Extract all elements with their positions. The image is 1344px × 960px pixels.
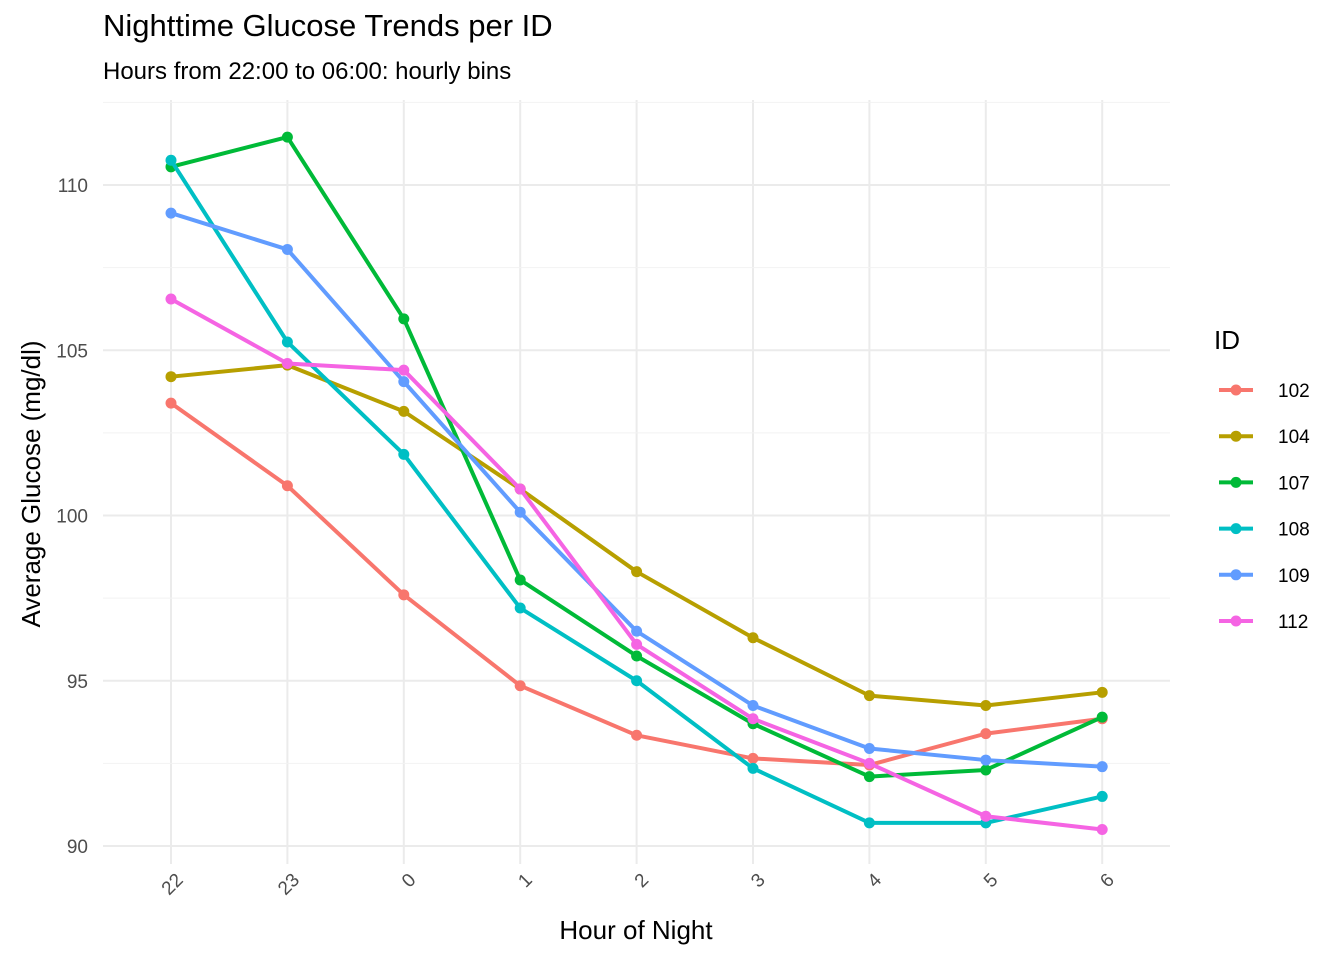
x-axis-title: Hour of Night xyxy=(559,915,713,945)
data-point xyxy=(281,357,293,369)
data-point xyxy=(514,483,526,495)
data-point xyxy=(514,602,526,614)
data-point xyxy=(863,690,875,702)
data-point xyxy=(631,625,643,637)
legend-key-point xyxy=(1230,384,1242,396)
x-tick-label: 4 xyxy=(864,869,887,892)
legend-label: 104 xyxy=(1278,427,1310,448)
series-112 xyxy=(165,293,1108,835)
data-point xyxy=(1096,823,1108,835)
x-tick-label: 5 xyxy=(980,870,1002,892)
legend-label: 108 xyxy=(1278,520,1310,541)
legend-key-point xyxy=(1230,430,1242,442)
x-tick-label: 23 xyxy=(274,870,304,900)
legend-label: 102 xyxy=(1278,381,1310,402)
legend-label: 112 xyxy=(1278,612,1308,633)
x-tick-label: 2 xyxy=(631,870,653,892)
legend-key-point xyxy=(1230,523,1242,535)
x-tick-label: 1 xyxy=(514,870,536,892)
chart-subtitle: Hours from 22:00 to 06:00: hourly bins xyxy=(103,58,512,85)
legend-item: 102 xyxy=(1219,381,1310,402)
data-point xyxy=(980,810,992,822)
data-point xyxy=(747,700,759,712)
legend-key-point xyxy=(1230,476,1242,488)
data-point xyxy=(980,700,992,712)
data-point xyxy=(281,336,293,348)
x-tick-label: 3 xyxy=(747,870,769,892)
data-point xyxy=(863,743,875,755)
data-point xyxy=(398,313,410,325)
x-tick-label: 0 xyxy=(398,870,420,892)
y-axis-ticks: 90 95 100 105 110 xyxy=(56,176,88,858)
x-tick-label: 6 xyxy=(1096,870,1118,892)
data-point xyxy=(398,364,410,376)
data-point xyxy=(747,713,759,725)
legend-item: 107 xyxy=(1219,473,1310,494)
legend: ID 102 104 107 108 109 112 xyxy=(1214,325,1310,633)
data-point xyxy=(165,154,177,166)
y-tick-label: 95 xyxy=(67,672,88,693)
data-point xyxy=(1096,711,1108,723)
data-point xyxy=(281,243,293,255)
data-point xyxy=(281,480,293,492)
data-point xyxy=(863,817,875,829)
y-tick-label: 110 xyxy=(58,176,88,197)
y-tick-label: 105 xyxy=(56,341,88,362)
legend-item: 108 xyxy=(1219,520,1310,541)
legend-item: 112 xyxy=(1219,612,1308,633)
data-point xyxy=(398,589,410,601)
data-point xyxy=(165,293,177,305)
series-107 xyxy=(165,131,1108,783)
legend-item: 104 xyxy=(1219,427,1310,448)
y-tick-label: 100 xyxy=(56,507,88,528)
data-point xyxy=(165,397,177,409)
legend-key-point xyxy=(1230,615,1242,627)
series-108 xyxy=(165,154,1108,829)
data-point xyxy=(863,757,875,769)
data-point xyxy=(980,728,992,740)
legend-label: 107 xyxy=(1278,473,1310,494)
chart-title: Nighttime Glucose Trends per ID xyxy=(103,8,553,43)
data-point xyxy=(398,448,410,460)
data-point xyxy=(631,638,643,650)
legend-label: 109 xyxy=(1278,566,1310,587)
data-point xyxy=(1096,761,1108,773)
data-point xyxy=(980,764,992,776)
data-point xyxy=(863,771,875,783)
y-axis-title: Average Glucose (mg/dl) xyxy=(16,340,46,627)
series-109 xyxy=(165,207,1108,773)
data-point xyxy=(631,675,643,687)
data-point xyxy=(631,729,643,741)
data-point xyxy=(398,405,410,417)
data-point xyxy=(631,566,643,578)
legend-title: ID xyxy=(1214,325,1240,355)
x-tick-label: 22 xyxy=(158,870,188,900)
gridlines xyxy=(103,100,1170,864)
x-axis-ticks: 22 23 0 1 2 3 4 5 6 xyxy=(158,869,1119,899)
data-point xyxy=(631,650,643,662)
data-point xyxy=(514,574,526,586)
legend-key-point xyxy=(1230,569,1242,581)
data-point xyxy=(165,371,177,383)
data-point xyxy=(1096,790,1108,802)
y-tick-label: 90 xyxy=(67,837,88,858)
data-point xyxy=(165,207,177,219)
legend-item: 109 xyxy=(1219,566,1310,587)
series-lines xyxy=(165,131,1108,835)
data-point xyxy=(514,506,526,518)
data-point xyxy=(1096,686,1108,698)
data-point xyxy=(747,752,759,764)
data-point xyxy=(747,762,759,774)
data-point xyxy=(281,131,293,143)
data-point xyxy=(747,632,759,644)
data-point xyxy=(514,680,526,692)
data-point xyxy=(398,376,410,388)
data-point xyxy=(980,754,992,766)
